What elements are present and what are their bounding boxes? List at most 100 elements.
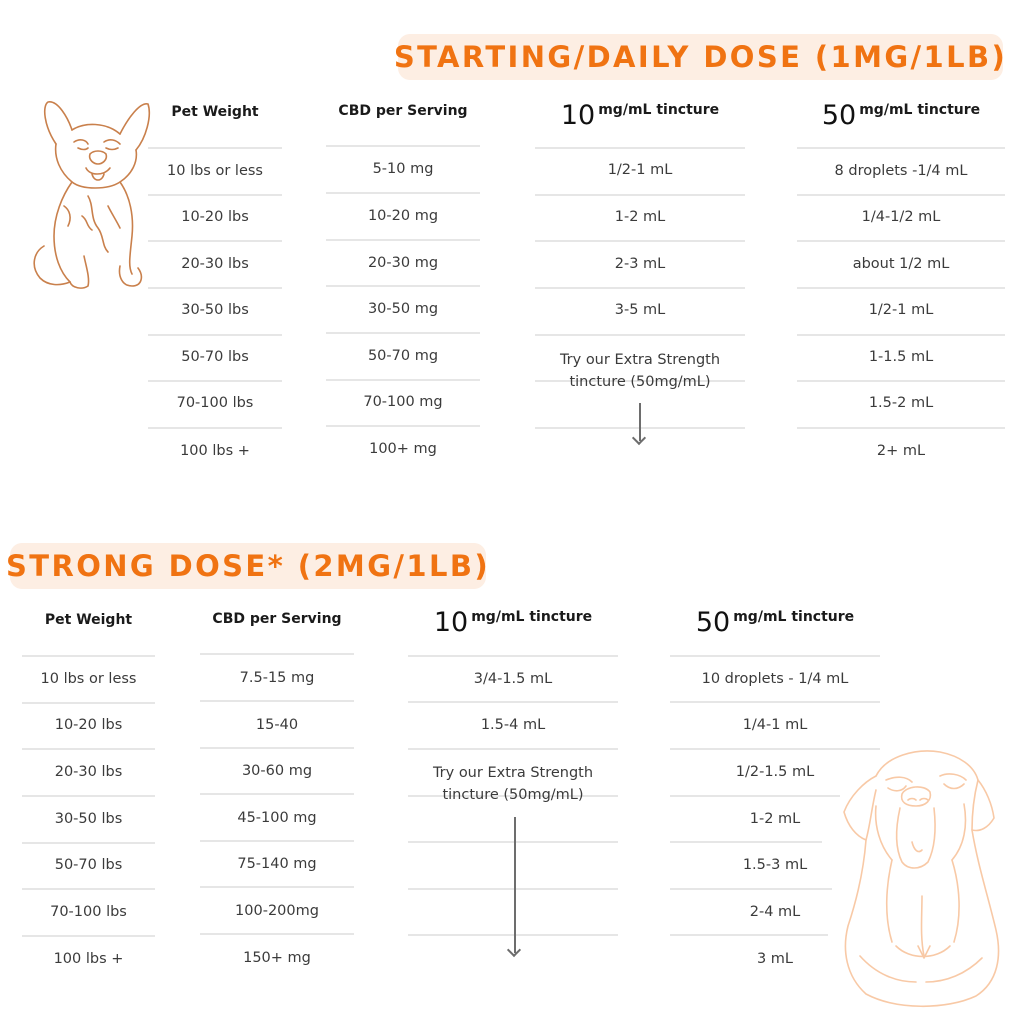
tincture-10-cell: 1.5-4 mL xyxy=(480,717,546,733)
strong-dose-banner: STRONG DOSE* (2MG/1LB) xyxy=(6,543,488,589)
tincture-strength-10: 10 xyxy=(560,100,596,131)
strong-50mg-column: 50 mg/mL tincture 10 droplets - 1/4 mL 1/… xyxy=(670,0,880,1000)
row-divider xyxy=(200,886,354,888)
tincture-10-cell: 3/4-1.5 mL xyxy=(473,671,553,687)
tincture-50-cell: 1/4-1 mL xyxy=(742,717,808,733)
weight-cell: 20-30 lbs xyxy=(54,764,123,780)
row-divider xyxy=(326,145,480,147)
row-divider xyxy=(200,933,354,935)
row-divider xyxy=(22,748,155,750)
row-divider xyxy=(797,427,1005,429)
cbd-cell: 45-100 mg xyxy=(237,810,317,826)
row-divider xyxy=(535,194,745,196)
row-divider xyxy=(408,934,618,936)
row-divider xyxy=(148,147,282,149)
row-divider xyxy=(148,380,282,382)
weight-cell: 100 lbs + xyxy=(180,443,250,459)
weight-cell: 70-100 lbs xyxy=(176,395,254,411)
tincture-unit: mg/mL tincture xyxy=(859,102,981,118)
tincture-unit: mg/mL tincture xyxy=(471,609,593,625)
tincture-strength-10: 10 xyxy=(433,607,469,638)
row-divider xyxy=(22,702,155,704)
column-header-cbd: CBD per Serving xyxy=(338,103,468,119)
row-divider xyxy=(535,240,745,242)
starting-dose-banner: STARTING/DAILY DOSE (1MG/1LB) xyxy=(394,34,1005,80)
weight-cell: 10-20 lbs xyxy=(54,717,123,733)
row-divider xyxy=(22,888,155,890)
tincture-50-cell: 1/2-1 mL xyxy=(868,302,934,318)
column-header-10mg: 10 mg/mL tincture xyxy=(408,607,618,638)
extra-strength-note: Try our Extra Strength tincture (50mg/mL… xyxy=(559,352,721,390)
column-header-pet-weight: Pet Weight xyxy=(171,104,259,120)
row-divider xyxy=(22,795,155,797)
strong-dose-title: STRONG DOSE* (2MG/1LB) xyxy=(6,549,491,583)
tincture-10-cell: 1-2 mL xyxy=(614,209,666,225)
weight-cell: 20-30 lbs xyxy=(181,256,249,272)
row-divider xyxy=(408,888,618,890)
row-divider xyxy=(797,334,1005,336)
row-divider xyxy=(535,147,745,149)
row-divider xyxy=(797,380,1005,382)
weight-cell: 70-100 lbs xyxy=(50,904,127,920)
cbd-cell: 100-200mg xyxy=(235,903,319,919)
weight-cell: 10 lbs or less xyxy=(167,163,263,179)
tincture-50-cell: 1/2-1.5 mL xyxy=(735,764,815,780)
weight-cell: 100 lbs + xyxy=(53,951,124,967)
cbd-cell: 7.5-15 mg xyxy=(239,670,315,686)
row-divider xyxy=(326,379,480,381)
cbd-cell: 100+ mg xyxy=(369,441,437,457)
row-divider xyxy=(326,192,480,194)
starting-10mg-column: 10 mg/mL tincture 1/2-1 mL 1-2 mL 2-3 mL … xyxy=(535,0,745,480)
row-divider xyxy=(200,840,354,842)
tincture-50-cell: 2+ mL xyxy=(876,443,926,459)
tincture-10-cell: 3-5 mL xyxy=(614,302,666,318)
row-divider xyxy=(670,934,828,936)
column-header-50mg: 50 mg/mL tincture xyxy=(797,100,1005,131)
weight-cell: 50-70 lbs xyxy=(54,857,123,873)
starting-cbd-column: CBD per Serving 5-10 mg 10-20 mg 20-30 m… xyxy=(326,0,480,480)
row-divider xyxy=(22,842,155,844)
row-divider xyxy=(148,240,282,242)
row-divider xyxy=(148,427,282,429)
column-header-10mg: 10 mg/mL tincture xyxy=(535,100,745,131)
row-divider xyxy=(148,194,282,196)
tincture-unit: mg/mL tincture xyxy=(733,609,855,625)
mastiff-illustration xyxy=(843,750,1000,1008)
strong-cbd-column: CBD per Serving 7.5-15 mg 15-40 30-60 mg… xyxy=(200,0,354,1000)
tincture-50-cell: 1/4-1/2 mL xyxy=(861,209,941,225)
tincture-50-cell: 3 mL xyxy=(756,951,794,967)
row-divider xyxy=(408,655,618,657)
row-divider xyxy=(22,935,155,937)
column-header-50mg: 50 mg/mL tincture xyxy=(670,607,880,638)
row-divider xyxy=(797,194,1005,196)
row-divider xyxy=(326,332,480,334)
tincture-unit: mg/mL tincture xyxy=(598,102,720,118)
row-divider xyxy=(200,653,354,655)
cbd-cell: 5-10 mg xyxy=(372,161,434,177)
row-divider xyxy=(797,240,1005,242)
row-divider xyxy=(797,147,1005,149)
strong-10mg-column: 10 mg/mL tincture 3/4-1.5 mL 1.5-4 mL Try… xyxy=(408,0,618,1000)
row-divider xyxy=(797,287,1005,289)
starting-50mg-column: 50 mg/mL tincture 8 droplets -1/4 mL 1/4-… xyxy=(797,0,1005,480)
strong-weight-column: Pet Weight 10 lbs or less 10-20 lbs 20-3… xyxy=(22,0,155,1000)
row-divider xyxy=(535,287,745,289)
row-divider xyxy=(148,334,282,336)
row-divider xyxy=(670,888,832,890)
row-divider xyxy=(670,701,880,703)
weight-cell: 10-20 lbs xyxy=(181,209,249,225)
tincture-strength-50: 50 xyxy=(695,607,731,638)
weight-cell: 50-70 lbs xyxy=(181,349,249,365)
tincture-50-cell: 2-4 mL xyxy=(749,904,801,920)
tincture-50-cell: 8 droplets -1/4 mL xyxy=(834,163,968,179)
tincture-50-cell: 1.5-3 mL xyxy=(742,857,808,873)
cbd-cell: 15-40 xyxy=(255,717,299,733)
weight-cell: 30-50 lbs xyxy=(181,302,249,318)
tincture-50-cell: 1-2 mL xyxy=(749,811,801,827)
column-header-pet-weight: Pet Weight xyxy=(44,612,133,628)
tincture-50-cell: about 1/2 mL xyxy=(852,256,950,272)
starting-dose-title: STARTING/DAILY DOSE (1MG/1LB) xyxy=(393,40,1008,74)
cbd-cell: 30-50 mg xyxy=(367,301,439,317)
cbd-cell: 75-140 mg xyxy=(237,856,317,872)
row-divider xyxy=(670,655,880,657)
